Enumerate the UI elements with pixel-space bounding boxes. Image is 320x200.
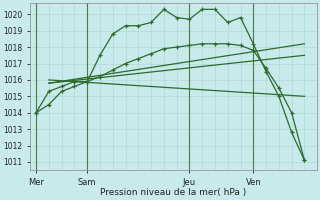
X-axis label: Pression niveau de la mer( hPa ): Pression niveau de la mer( hPa ): [100, 188, 247, 197]
